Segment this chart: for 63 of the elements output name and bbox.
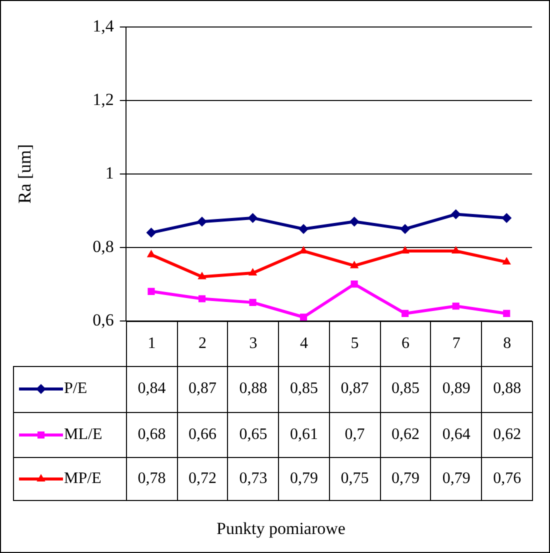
- x-tick-label: 7: [430, 321, 482, 366]
- point: [249, 298, 256, 306]
- text: Punkty pomiarowe: [216, 519, 346, 539]
- data-label: 0,78: [126, 457, 178, 500]
- y-tick-label: 1: [105, 163, 114, 182]
- data-label: 0,64: [430, 412, 482, 458]
- data-label: 0,75: [329, 457, 380, 500]
- point: [402, 310, 409, 317]
- data-label: 0,84: [126, 366, 178, 412]
- legend-label: P/E: [64, 380, 88, 398]
- data-label: 0,62: [482, 412, 532, 458]
- legend-label: MP/E: [64, 470, 102, 487]
- x-tick-label: 1: [126, 321, 178, 366]
- data-label: 0,76: [482, 457, 532, 500]
- data-label: 0,87: [329, 366, 380, 412]
- data-label: 0,68: [126, 412, 178, 458]
- data-label: 0,66: [177, 412, 228, 458]
- point: [503, 310, 510, 317]
- point: [400, 224, 410, 234]
- point: [452, 302, 460, 310]
- y-tick-label: 0,6: [92, 310, 114, 330]
- point: [452, 246, 460, 254]
- data-label: 0,79: [278, 457, 330, 500]
- point: [148, 288, 155, 295]
- y-axis-title: Ra [um]: [14, 144, 35, 204]
- x-tick-label: 5: [329, 321, 380, 366]
- y-tick-label: 1,2: [92, 90, 114, 109]
- point: [350, 260, 359, 268]
- point: [502, 257, 511, 265]
- point: [197, 216, 208, 227]
- x-tick-label: 2: [177, 321, 228, 366]
- point: [298, 224, 309, 234]
- point: [198, 295, 206, 302]
- data-label: 0,89: [430, 366, 482, 412]
- data-label: 0,88: [228, 366, 279, 412]
- x-tick-label: 6: [380, 321, 431, 366]
- point: [300, 314, 308, 321]
- point: [502, 212, 512, 223]
- x-tick-label: 8: [482, 321, 532, 366]
- x-tick-label: 3: [228, 321, 279, 366]
- y-tick-label: 0,8: [92, 236, 114, 256]
- x-tick-label: 4: [278, 321, 330, 366]
- data-label: 0,87: [177, 366, 228, 412]
- data-label: 0,7: [329, 412, 380, 458]
- data-label: 0,73: [228, 457, 279, 500]
- point: [450, 209, 461, 220]
- y-tick-label: 1,4: [92, 16, 114, 36]
- data-label: 0,88: [482, 366, 532, 412]
- data-label: 0,85: [278, 366, 330, 412]
- data-label: 0,85: [380, 366, 431, 412]
- data-label: 0,79: [430, 457, 482, 500]
- data-label: 0,65: [228, 412, 279, 458]
- point: [198, 272, 206, 280]
- data-label: 0,72: [177, 457, 228, 500]
- point: [248, 212, 258, 223]
- point: [146, 228, 156, 238]
- legend-label: ML/E: [64, 426, 102, 443]
- point: [349, 216, 360, 227]
- point: [248, 268, 258, 276]
- data-label: 0,79: [380, 457, 431, 500]
- data-label: 0,62: [380, 412, 431, 458]
- point: [350, 280, 358, 288]
- data-label: 0,61: [278, 412, 330, 458]
